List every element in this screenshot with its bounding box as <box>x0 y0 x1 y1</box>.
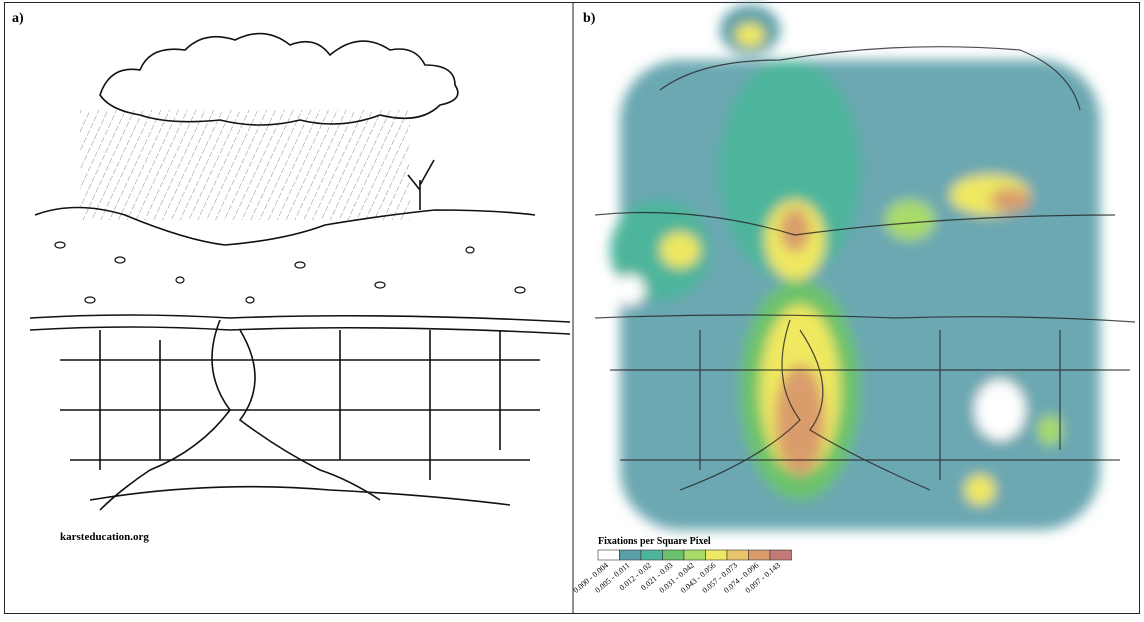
legend-swatch <box>663 550 685 560</box>
legend-swatch <box>727 550 749 560</box>
sketch-a <box>30 34 570 510</box>
legend-swatch <box>641 550 663 560</box>
legend-title: Fixations per Square Pixel <box>598 536 711 547</box>
figure: a) karsteducation.org <box>0 0 1144 617</box>
panel-label: a) <box>12 11 24 26</box>
legend-swatch <box>706 550 728 560</box>
legend-swatch <box>684 550 706 560</box>
legend-swatch <box>620 550 642 560</box>
legend-swatch <box>598 550 620 560</box>
panel-label: b) <box>583 11 596 26</box>
credit: karsteducation.org <box>60 531 149 543</box>
legend-swatch <box>770 550 792 560</box>
legend-swatch <box>749 550 771 560</box>
heatmap <box>595 5 1135 530</box>
